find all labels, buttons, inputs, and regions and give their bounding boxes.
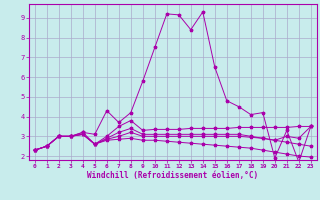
X-axis label: Windchill (Refroidissement éolien,°C): Windchill (Refroidissement éolien,°C) — [87, 171, 258, 180]
